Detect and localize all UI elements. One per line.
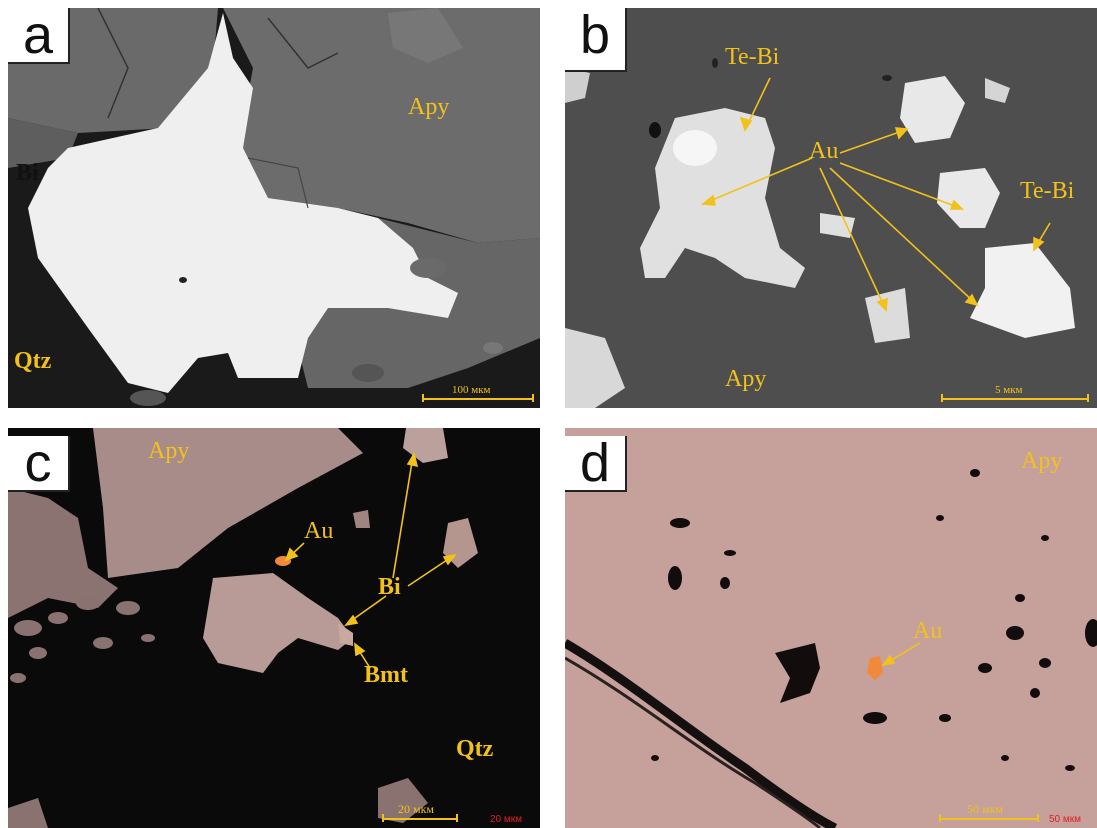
- scale-bar-c-tick-right: [456, 814, 458, 822]
- label-au: Au: [913, 618, 943, 644]
- label-apy: Apy: [408, 94, 450, 120]
- label-apy: Apy: [148, 438, 190, 464]
- scale-bar-c-red-text: 20 мкм: [490, 814, 523, 825]
- scale-bar-b-line: [941, 398, 1089, 400]
- scale-bar-a-tick-right: [532, 394, 534, 402]
- label-bmt: Bmt: [364, 662, 408, 688]
- panel-b-micrograph: [565, 8, 1097, 408]
- panel-a: a Apy Bi Qtz 100 мкм: [8, 8, 540, 408]
- label-au: Au: [304, 518, 334, 544]
- scale-bar-a-tick-left: [422, 394, 424, 402]
- label-apy: Apy: [725, 366, 767, 392]
- panel-d-letter: d: [565, 436, 627, 492]
- scale-bar-d-tick-left: [939, 814, 941, 822]
- scale-bar-b-tick-right: [1087, 394, 1089, 402]
- panel-b: b Te-Bi Au Te-Bi Apy 5 мкм: [565, 8, 1097, 408]
- scale-bar-b-text: 5 мкм: [995, 384, 1023, 396]
- label-te-bi-left: Te-Bi: [725, 44, 780, 70]
- label-bi: Bi: [378, 574, 401, 600]
- panel-a-letter: a: [8, 8, 70, 64]
- scale-bar-c-text: 20 мкм: [398, 802, 435, 816]
- scale-bar-d-tick-right: [1037, 814, 1039, 822]
- scale-bar-d-text: 50 мкм: [967, 802, 1004, 816]
- label-qtz: Qtz: [14, 348, 52, 374]
- scale-bar-d-line: [939, 818, 1039, 820]
- scale-bar-d-red-text: 50 мкм: [1049, 814, 1082, 825]
- scale-bar-d: 50 мкм: [939, 802, 1039, 822]
- scale-bar-a: 100 мкм: [422, 382, 534, 402]
- label-au: Au: [809, 138, 839, 164]
- panel-c-micrograph: [8, 428, 540, 828]
- scale-bar-b-tick-left: [941, 394, 943, 402]
- scale-bar-c-line: [382, 818, 458, 820]
- scale-bar-a-text: 100 мкм: [452, 384, 491, 396]
- label-te-bi-right: Te-Bi: [1020, 178, 1075, 204]
- label-apy: Apy: [1021, 448, 1063, 474]
- panel-c: c Apy Au Bi Bmt Qtz 20 мкм 20 мкм: [8, 428, 540, 828]
- scale-bar-c: 20 мкм: [382, 802, 458, 822]
- panel-d-micrograph: [565, 428, 1097, 828]
- panel-a-micrograph: [8, 8, 540, 408]
- panel-b-letter: b: [565, 8, 627, 72]
- label-bi: Bi: [16, 160, 39, 186]
- panel-c-letter: c: [8, 436, 70, 492]
- scale-bar-c-tick-left: [382, 814, 384, 822]
- panel-d: d Apy Au 50 мкм 50 мкм: [565, 428, 1097, 828]
- scale-bar-a-line: [422, 398, 534, 400]
- scale-bar-b: 5 мкм: [941, 382, 1089, 402]
- label-qtz: Qtz: [456, 736, 494, 762]
